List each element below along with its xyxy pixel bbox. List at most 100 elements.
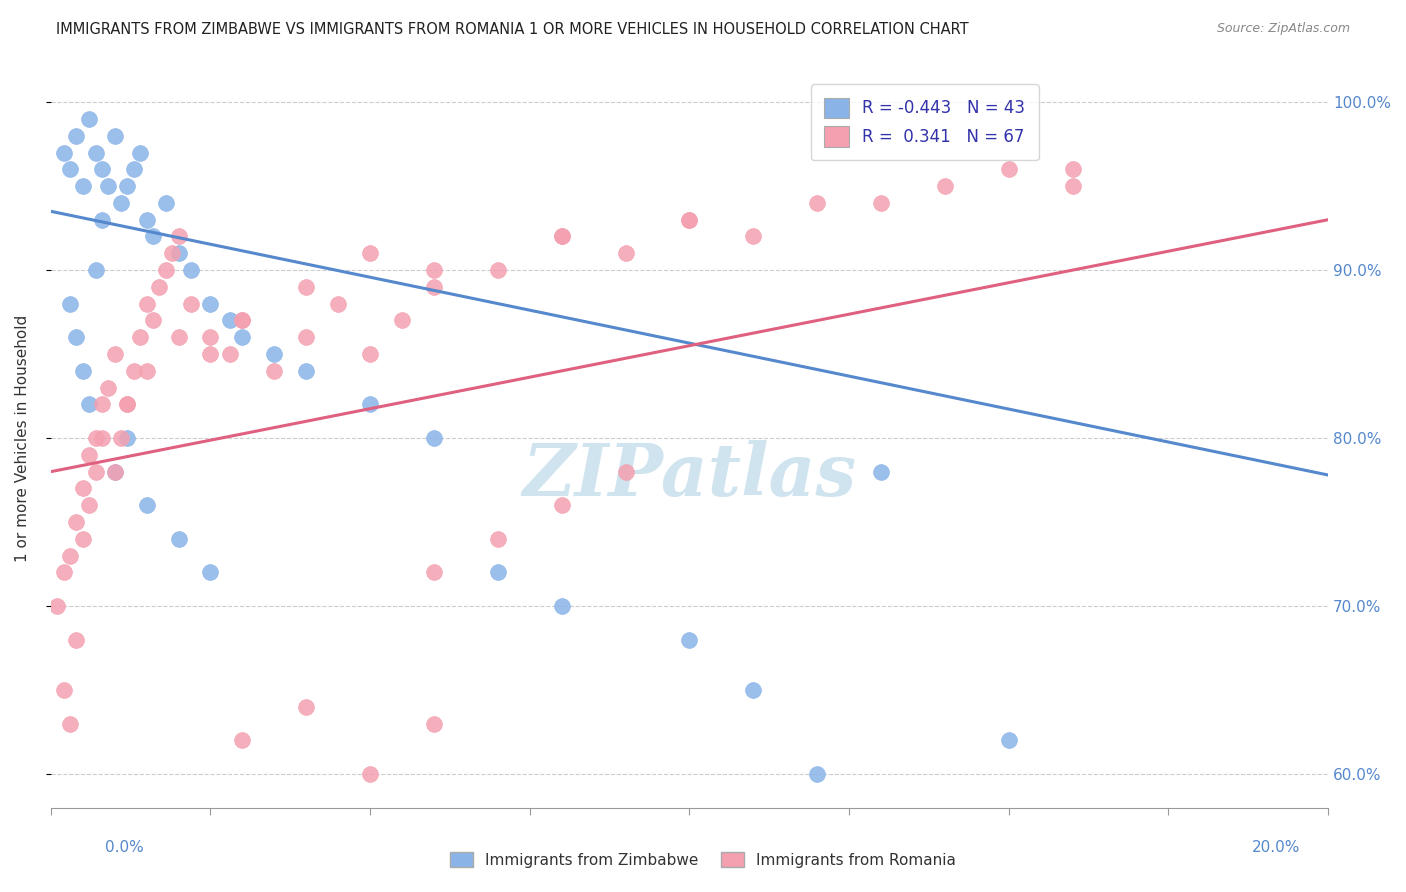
Point — [180, 263, 202, 277]
Point — [84, 145, 107, 160]
Point — [65, 515, 87, 529]
Point — [65, 632, 87, 647]
Point — [870, 465, 893, 479]
Point — [614, 246, 637, 260]
Text: 20.0%: 20.0% — [1253, 840, 1301, 855]
Point — [72, 482, 94, 496]
Point — [359, 397, 381, 411]
Point — [84, 431, 107, 445]
Point — [295, 699, 318, 714]
Point — [678, 632, 700, 647]
Point — [59, 716, 82, 731]
Point — [551, 229, 574, 244]
Point — [295, 364, 318, 378]
Point — [200, 566, 222, 580]
Point — [122, 162, 145, 177]
Point — [614, 465, 637, 479]
Point — [104, 347, 127, 361]
Point — [77, 498, 100, 512]
Point — [231, 313, 253, 327]
Point — [72, 179, 94, 194]
Point — [742, 683, 765, 698]
Point — [155, 263, 177, 277]
Point — [1062, 179, 1084, 194]
Point — [231, 313, 253, 327]
Point — [77, 112, 100, 126]
Point — [90, 431, 112, 445]
Point — [167, 246, 190, 260]
Point — [142, 313, 165, 327]
Point — [104, 128, 127, 143]
Point — [129, 145, 152, 160]
Point — [72, 532, 94, 546]
Point — [423, 263, 446, 277]
Point — [135, 296, 157, 310]
Point — [263, 364, 285, 378]
Point — [200, 330, 222, 344]
Text: IMMIGRANTS FROM ZIMBABWE VS IMMIGRANTS FROM ROMANIA 1 OR MORE VEHICLES IN HOUSEH: IMMIGRANTS FROM ZIMBABWE VS IMMIGRANTS F… — [56, 22, 969, 37]
Point — [135, 212, 157, 227]
Point — [90, 397, 112, 411]
Point — [59, 162, 82, 177]
Point — [423, 566, 446, 580]
Point — [167, 229, 190, 244]
Point — [148, 280, 170, 294]
Point — [52, 145, 75, 160]
Point — [97, 381, 120, 395]
Point — [742, 229, 765, 244]
Point — [117, 431, 139, 445]
Point — [423, 716, 446, 731]
Point — [135, 498, 157, 512]
Point — [806, 195, 828, 210]
Point — [65, 128, 87, 143]
Point — [52, 683, 75, 698]
Point — [72, 364, 94, 378]
Point — [200, 347, 222, 361]
Point — [90, 212, 112, 227]
Text: 0.0%: 0.0% — [105, 840, 145, 855]
Point — [998, 162, 1021, 177]
Point — [328, 296, 350, 310]
Point — [160, 246, 183, 260]
Point — [551, 599, 574, 613]
Point — [486, 566, 509, 580]
Point — [65, 330, 87, 344]
Point — [117, 179, 139, 194]
Point — [180, 296, 202, 310]
Point — [77, 397, 100, 411]
Point — [167, 330, 190, 344]
Point — [870, 195, 893, 210]
Point — [117, 397, 139, 411]
Point — [77, 448, 100, 462]
Point — [551, 229, 574, 244]
Point — [117, 397, 139, 411]
Point — [104, 465, 127, 479]
Point — [110, 195, 132, 210]
Point — [52, 566, 75, 580]
Y-axis label: 1 or more Vehicles in Household: 1 or more Vehicles in Household — [15, 315, 30, 562]
Point — [218, 313, 240, 327]
Point — [122, 364, 145, 378]
Point — [423, 431, 446, 445]
Point — [135, 364, 157, 378]
Text: ZIPatlas: ZIPatlas — [523, 440, 856, 510]
Text: Source: ZipAtlas.com: Source: ZipAtlas.com — [1216, 22, 1350, 36]
Point — [359, 767, 381, 781]
Point — [678, 212, 700, 227]
Point — [359, 246, 381, 260]
Point — [263, 347, 285, 361]
Point — [84, 465, 107, 479]
Point — [806, 767, 828, 781]
Point — [142, 229, 165, 244]
Legend: Immigrants from Zimbabwe, Immigrants from Romania: Immigrants from Zimbabwe, Immigrants fro… — [444, 846, 962, 873]
Point — [486, 263, 509, 277]
Point — [129, 330, 152, 344]
Point — [59, 549, 82, 563]
Point — [200, 296, 222, 310]
Point — [998, 733, 1021, 747]
Point — [231, 733, 253, 747]
Point — [84, 263, 107, 277]
Point — [295, 330, 318, 344]
Point — [90, 162, 112, 177]
Point — [59, 296, 82, 310]
